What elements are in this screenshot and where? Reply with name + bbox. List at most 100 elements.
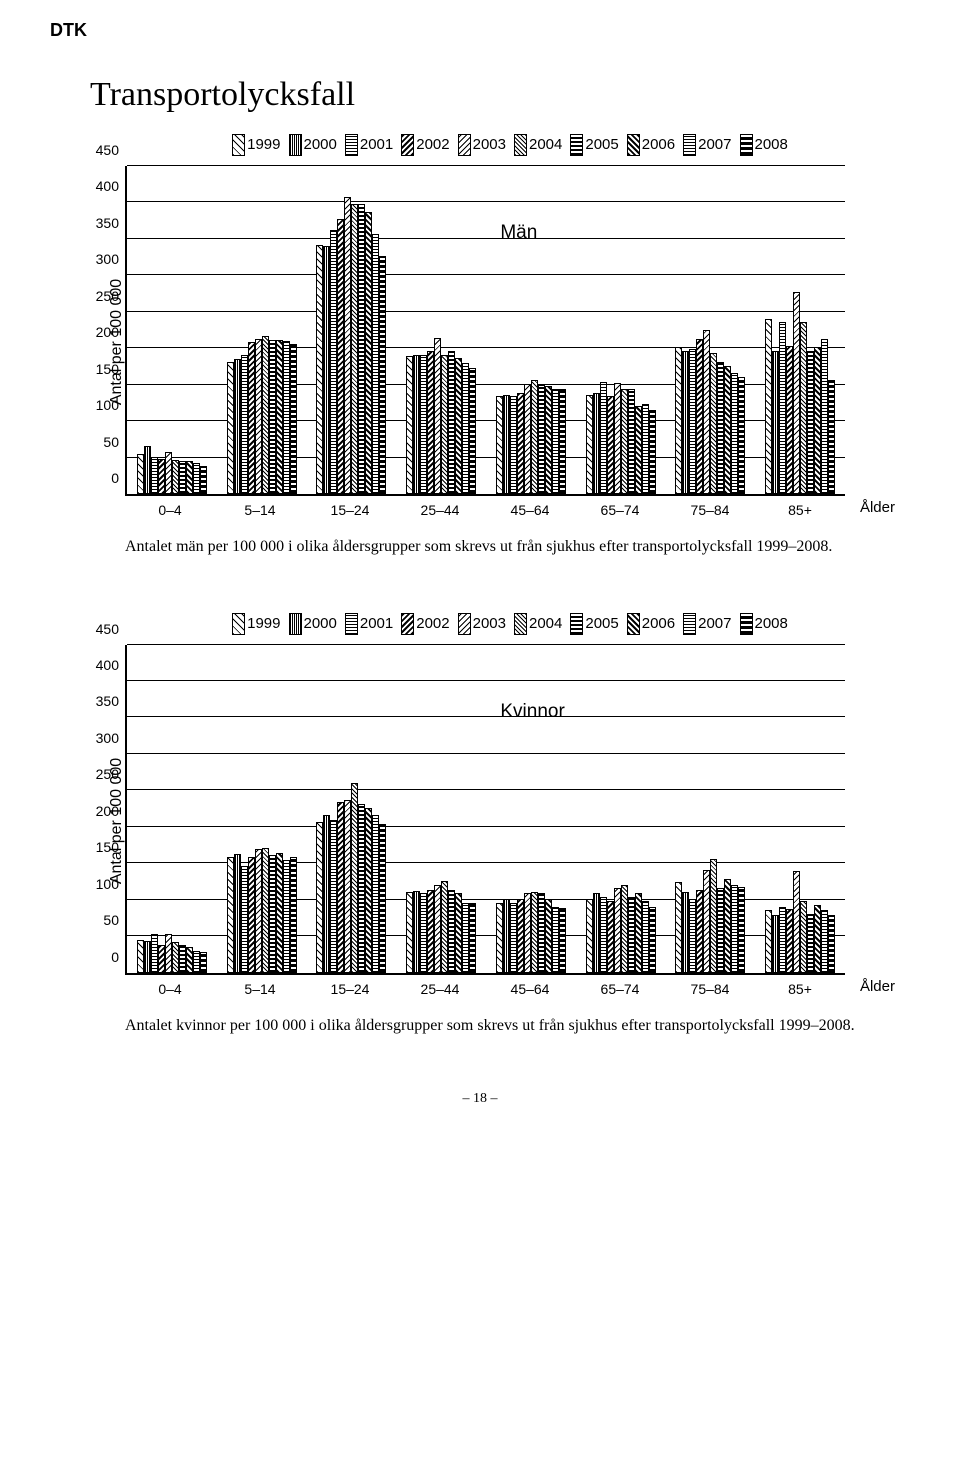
bar xyxy=(731,373,738,494)
bar xyxy=(807,914,814,973)
legend-label: 2006 xyxy=(642,136,675,153)
bar xyxy=(234,854,241,973)
bar xyxy=(455,358,462,494)
legend-label: 2005 xyxy=(585,615,618,632)
bar xyxy=(786,346,793,494)
bar xyxy=(635,406,642,494)
bar xyxy=(227,857,234,973)
legend-label: 2001 xyxy=(360,615,393,632)
y-tick: 250 xyxy=(96,766,127,782)
bar xyxy=(772,351,779,494)
bar xyxy=(552,389,559,494)
y-tick: 150 xyxy=(96,839,127,855)
bar xyxy=(255,339,262,494)
bar xyxy=(165,934,172,972)
x-tick: 65–74 xyxy=(575,975,665,997)
bar xyxy=(144,446,151,494)
legend-swatch xyxy=(458,134,471,156)
legend-swatch xyxy=(514,134,527,156)
legend-swatch xyxy=(458,613,471,635)
bar xyxy=(427,351,434,494)
bar xyxy=(496,903,503,973)
legend-label: 2004 xyxy=(529,136,562,153)
y-tick: 100 xyxy=(96,876,127,892)
bar xyxy=(800,322,807,494)
bar xyxy=(586,395,593,494)
legend-label: 2000 xyxy=(304,136,337,153)
bar-group xyxy=(396,645,486,973)
bar xyxy=(814,347,821,494)
y-tick: 150 xyxy=(96,361,127,377)
bar xyxy=(351,204,358,494)
bar xyxy=(538,385,545,494)
legend-label: 2006 xyxy=(642,615,675,632)
legend-item: 2000 xyxy=(289,613,337,635)
bar xyxy=(517,393,524,494)
legend-label: 2003 xyxy=(473,615,506,632)
bar xyxy=(172,942,179,973)
y-tick: 200 xyxy=(96,324,127,340)
bar xyxy=(710,353,717,494)
bar xyxy=(372,815,379,973)
bar xyxy=(765,910,772,972)
bar xyxy=(290,344,297,494)
bar xyxy=(255,849,262,972)
bar xyxy=(193,951,200,973)
legend-label: 2004 xyxy=(529,615,562,632)
bar xyxy=(510,396,517,494)
legend-swatch xyxy=(289,134,302,156)
bar xyxy=(448,351,455,494)
legend-swatch xyxy=(345,613,358,635)
bars-area xyxy=(127,645,845,973)
bar xyxy=(642,404,649,494)
bar xyxy=(703,330,710,494)
bar xyxy=(524,384,531,494)
legend-label: 2000 xyxy=(304,615,337,632)
bar xyxy=(717,362,724,494)
x-axis-label: Ålder xyxy=(860,978,895,995)
page-number: – 18 – xyxy=(50,1091,910,1107)
y-tick: 200 xyxy=(96,803,127,819)
bar-group xyxy=(127,645,217,973)
bar xyxy=(614,383,621,494)
bar-group xyxy=(666,645,756,973)
bar xyxy=(330,820,337,973)
x-tick: 65–74 xyxy=(575,496,665,518)
x-tick: 75–84 xyxy=(665,975,755,997)
legend-label: 2002 xyxy=(416,615,449,632)
bar xyxy=(731,885,738,973)
bar xyxy=(675,882,682,972)
legend-swatch xyxy=(740,613,753,635)
plot-area: 050100150200250300350400450MänÅlder xyxy=(125,166,845,496)
x-tick: 45–64 xyxy=(485,496,575,518)
bar xyxy=(158,459,165,494)
bar xyxy=(793,871,800,972)
y-tick: 100 xyxy=(96,397,127,413)
x-tick: 5–14 xyxy=(215,975,305,997)
legend-item: 2000 xyxy=(289,134,337,156)
y-tick: 300 xyxy=(96,730,127,746)
bar xyxy=(413,355,420,494)
bar xyxy=(448,890,455,973)
bar xyxy=(283,860,290,972)
bar xyxy=(269,855,276,972)
legend-item: 2004 xyxy=(514,613,562,635)
bar xyxy=(337,802,344,972)
legend-label: 2007 xyxy=(698,615,731,632)
chart-men: 1999200020012002200320042005200620072008… xyxy=(50,134,910,558)
bar xyxy=(323,815,330,973)
bar xyxy=(144,941,151,973)
legend-label: 1999 xyxy=(247,615,280,632)
bar xyxy=(531,892,538,973)
bar-group xyxy=(486,166,576,494)
bar xyxy=(696,890,703,973)
bar xyxy=(137,454,144,494)
bar xyxy=(821,910,828,972)
bar xyxy=(262,848,269,973)
bar xyxy=(793,292,800,494)
bar xyxy=(503,395,510,494)
bar xyxy=(689,349,696,494)
legend-item: 2002 xyxy=(401,134,449,156)
bar xyxy=(290,857,297,972)
bar xyxy=(351,783,358,972)
